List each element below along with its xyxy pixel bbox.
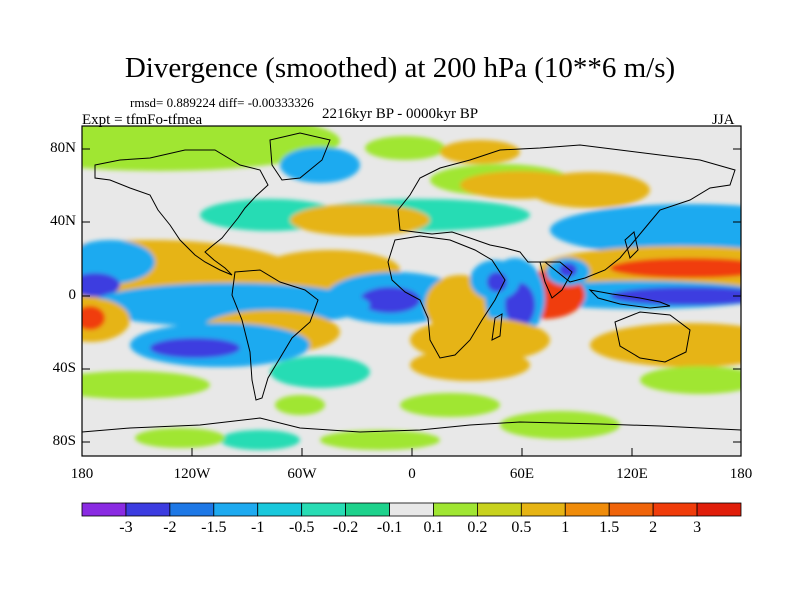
coastline-india <box>539 261 573 299</box>
y-tick-label: 80S <box>52 433 76 449</box>
colorbar-swatch <box>389 502 434 517</box>
colorbar-label: 1 <box>561 519 570 536</box>
coastline-japan <box>624 231 639 259</box>
field-region-moderate-divergence <box>410 349 530 381</box>
x-tick-label: 60W <box>287 466 317 482</box>
colorbar-label: 0.2 <box>467 519 488 536</box>
field-region-moderate-convergence <box>280 147 360 183</box>
x-tick-label: 120E <box>616 466 648 482</box>
colorbar-label: -0.1 <box>376 519 403 536</box>
field-region-weak-divergence <box>82 126 340 171</box>
colorbar-swatch <box>169 502 215 517</box>
field-region-weak-divergence <box>500 411 620 439</box>
field-region-weak-divergence <box>400 393 500 417</box>
stats-label: rmsd= 0.889224 diff= -0.00333326 <box>130 95 314 110</box>
field-region-weak-divergence <box>82 371 210 399</box>
colorbar-label: -0.5 <box>288 519 315 536</box>
field-region-strong-convergence <box>150 338 240 358</box>
coastline-australia <box>614 311 691 363</box>
colorbar-label: 0.1 <box>423 519 444 536</box>
divergence-field <box>82 126 741 456</box>
coastline-antarctica <box>82 417 741 433</box>
coastline-eurasia <box>397 144 736 283</box>
field-region-strong-convergence <box>610 287 741 305</box>
colorbar-swatch <box>696 502 742 517</box>
colorbar-label: -0.2 <box>332 519 359 536</box>
field-region-weak-divergence <box>365 136 445 160</box>
field-region-moderate-divergence <box>290 204 430 236</box>
coastline-indonesia <box>588 289 671 309</box>
field-region-strong-divergence <box>610 258 741 278</box>
colorbar-label: 2 <box>649 519 658 536</box>
colorbar-label: 0.5 <box>511 519 532 536</box>
field-region-weak-divergence <box>135 428 225 448</box>
y-tick-label: 40N <box>50 213 76 229</box>
experiment-label: Expt = tfmFo-tfmea <box>82 112 203 128</box>
x-tick-label: 120W <box>173 466 211 482</box>
colorbar-swatch <box>81 502 127 517</box>
coastline-greenland <box>269 132 331 181</box>
field-region-strong-convergence <box>559 263 577 277</box>
colorbar-label: -1 <box>251 519 265 536</box>
colorbar-label: -1.5 <box>201 519 227 536</box>
colorbar-swatch <box>608 502 654 517</box>
field-region-moderate-convergence <box>550 204 741 256</box>
colorbar-swatch <box>257 502 303 517</box>
y-tick-label: 0 <box>68 287 77 303</box>
field-region-weak-convergence <box>220 430 300 450</box>
field-region-weak-divergence <box>640 366 741 394</box>
field-region-weak-divergence <box>320 430 440 450</box>
colorbar <box>81 502 742 517</box>
colorbar-swatch <box>301 502 346 517</box>
field-region-weak-convergence <box>270 356 370 388</box>
colorbar-label: -2 <box>163 519 177 536</box>
field-region-moderate-divergence <box>460 171 580 199</box>
x-tick-label: 60E <box>509 466 535 482</box>
y-tick-label: 80N <box>50 140 76 156</box>
colorbar-swatch <box>345 502 390 517</box>
colorbar-swatch <box>125 502 171 517</box>
field-region-strong-convergence <box>360 287 420 313</box>
axis-ticks <box>81 148 742 456</box>
colorbar-label: 3 <box>693 519 702 536</box>
colorbar-label: -3 <box>119 519 133 536</box>
map-title: Divergence (smoothed) at 200 hPa (10**6 … <box>124 52 676 84</box>
y-tick-label: 40S <box>52 360 76 376</box>
field-region-strong-divergence <box>82 306 105 330</box>
coastline-south-america <box>231 269 319 401</box>
colorbar-swatch <box>520 502 566 517</box>
field-region-moderate-divergence <box>440 140 520 164</box>
coastline-north-america <box>94 149 269 276</box>
x-tick-label: 180 <box>729 466 753 482</box>
colorbar-swatch <box>476 502 522 517</box>
period-label: 2216kyr BP - 0000kyr BP <box>322 106 479 122</box>
coastlines <box>82 132 741 433</box>
x-tick-label: 0 <box>408 466 416 482</box>
season-label: JJA <box>712 112 735 128</box>
colorbar-swatch <box>564 502 610 517</box>
field-region-weak-divergence <box>275 395 325 415</box>
x-tick-label: 180 <box>70 466 94 482</box>
field-region-moderate-convergence <box>82 240 155 284</box>
coastline-africa <box>387 235 506 359</box>
colorbar-label: 1.5 <box>599 519 620 536</box>
field-region-moderate-divergence <box>590 323 741 367</box>
coastline-madagascar <box>491 313 503 341</box>
colorbar-swatch <box>652 502 698 517</box>
colorbar-swatch <box>433 502 478 517</box>
colorbar-swatch <box>213 502 259 517</box>
field-region-strong-convergence <box>82 273 120 297</box>
